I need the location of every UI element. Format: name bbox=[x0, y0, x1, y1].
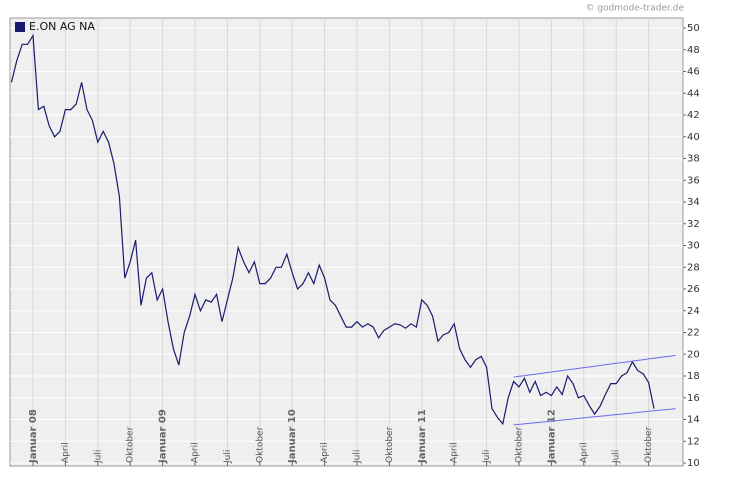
y-tick-label: 36 bbox=[687, 175, 700, 186]
y-tick-label: 10 bbox=[687, 458, 700, 469]
y-tick-label: 44 bbox=[687, 88, 700, 99]
y-tick-label: 38 bbox=[687, 154, 700, 165]
x-tick-label: Januar 12 bbox=[546, 409, 557, 464]
y-tick-label: 22 bbox=[687, 328, 700, 339]
y-tick-label: 30 bbox=[687, 241, 700, 252]
y-tick-label: 24 bbox=[687, 306, 700, 317]
x-tick-label: Juli bbox=[353, 450, 363, 464]
x-tick-label: Oktober bbox=[515, 426, 525, 463]
plot-area bbox=[9, 17, 684, 467]
x-tick-label: Juli bbox=[612, 450, 622, 464]
x-tick-label: Januar 09 bbox=[158, 409, 169, 464]
x-tick-label: Oktober bbox=[255, 426, 265, 463]
y-tick-label: 32 bbox=[687, 219, 700, 230]
x-tick-label: Juli bbox=[482, 450, 492, 464]
series-line bbox=[513, 408, 676, 426]
y-tick-label: 46 bbox=[687, 67, 700, 78]
y-tick-label: 20 bbox=[687, 349, 700, 360]
y-tick-label: 40 bbox=[687, 132, 700, 143]
x-tick-label: April bbox=[450, 442, 460, 463]
x-tick-label: Oktober bbox=[126, 426, 136, 463]
source: © godmode-trader.de bbox=[585, 4, 684, 14]
series-line bbox=[10, 33, 655, 426]
y-tick-label: 16 bbox=[687, 393, 700, 404]
y-tick-label: 26 bbox=[687, 284, 700, 295]
y-tick-label: 14 bbox=[687, 415, 700, 426]
y-tick-label: 42 bbox=[687, 110, 700, 121]
series-line bbox=[513, 354, 676, 378]
y-tick-label: 48 bbox=[687, 45, 700, 56]
x-tick-label: Juli bbox=[93, 450, 103, 464]
x-tick-label: Oktober bbox=[644, 426, 654, 463]
y-tick-label: 50 bbox=[687, 23, 700, 34]
x-tick-label: Oktober bbox=[385, 426, 395, 463]
y-tick-label: 18 bbox=[687, 371, 700, 382]
x-tick-label: April bbox=[61, 442, 71, 463]
x-tick-label: Januar 11 bbox=[417, 409, 428, 464]
x-tick-label: Januar 08 bbox=[28, 409, 39, 464]
y-tick-label: 28 bbox=[687, 262, 700, 273]
x-tick-label: April bbox=[579, 442, 589, 463]
x-tick-label: Juli bbox=[223, 450, 233, 464]
legend-label: E.ON AG NA bbox=[29, 20, 95, 33]
y-tick-label: 12 bbox=[687, 436, 700, 447]
x-tick-label: Januar 10 bbox=[287, 409, 298, 464]
y-tick-label: 34 bbox=[687, 197, 700, 208]
x-tick-label: April bbox=[320, 442, 330, 463]
legend-swatch bbox=[15, 22, 25, 32]
x-tick-label: April bbox=[191, 442, 201, 463]
